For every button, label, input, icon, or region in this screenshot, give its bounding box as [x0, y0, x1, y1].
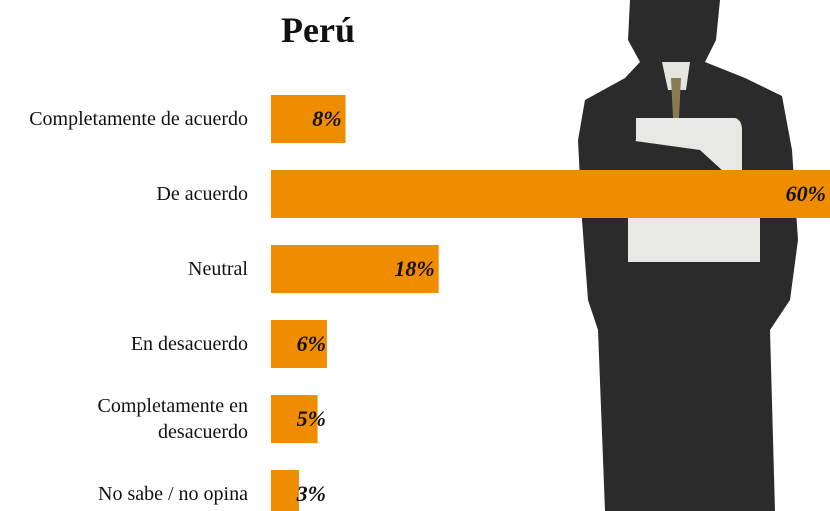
category-label: Completamente de acuerdo	[29, 108, 248, 130]
bar	[271, 470, 299, 511]
chart-title: Perú	[281, 10, 355, 50]
value-label: 5%	[297, 406, 326, 431]
silhouette	[578, 0, 798, 511]
value-label: 6%	[297, 331, 326, 356]
category-label: De acuerdo	[156, 183, 248, 205]
bar	[271, 395, 318, 443]
category-label: Completamente en desacuerdo	[97, 395, 248, 443]
value-label: 3%	[296, 481, 326, 506]
category-label: En desacuerdo	[130, 333, 248, 355]
bar	[271, 320, 327, 368]
bar	[271, 245, 439, 293]
category-label: No sabe / no opina	[98, 483, 248, 505]
category-label: Neutral	[188, 258, 248, 280]
bar	[271, 95, 346, 143]
value-label: 18%	[394, 256, 434, 281]
bar	[271, 170, 830, 218]
value-label: 60%	[786, 181, 826, 206]
value-label: 8%	[312, 106, 341, 131]
